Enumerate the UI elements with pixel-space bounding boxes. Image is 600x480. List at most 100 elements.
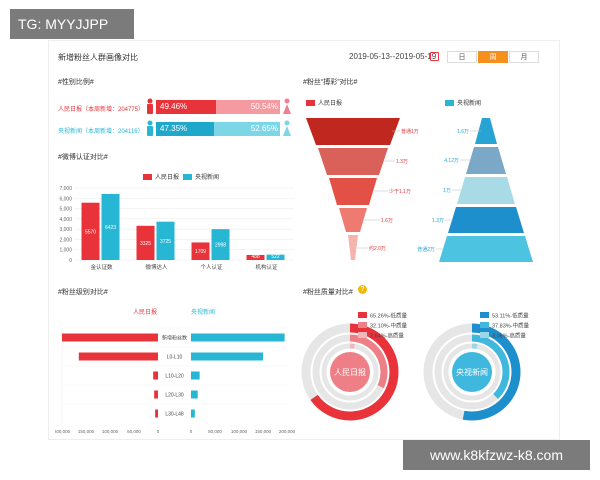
level-bar-renmin [62,333,158,342]
quality-legend-label: 37.83%-中质量 [492,322,529,330]
y-tick-label: 1,000 [59,248,72,254]
funnel-label: 1.6万 [381,218,393,224]
watermark-top: TG: MYYJJPP [10,9,134,39]
donut-arc [471,334,510,399]
pyramid-layer [457,177,515,204]
pyramid-layer [448,207,524,233]
bar-value-label: 2998 [215,243,226,249]
date-range[interactable]: 2019-05-13--2019-05-19 [349,52,437,61]
category-label: L30-L48 [165,412,184,418]
level-right-name: 央视新闻 [191,310,216,316]
male-bar-renmin: 49.46% [156,100,216,114]
bar-value-label: 522 [271,254,280,260]
verify-legend-renmin: 人民日报 [143,172,179,181]
category-label: L10-L20 [165,374,184,380]
bar-value-label: 488 [251,254,260,260]
pyramid-label: 4.12万 [444,158,459,164]
verify-chart: 7,000 6,000 5,000 4,000 3,000 2,000 1,000 0 5570… [59,186,294,271]
verify-bar [246,254,265,260]
gender-row-label: 人民日报（本周新增：204775） [58,107,145,113]
category-label: 新增粉丝数 [162,335,187,342]
verify-bar [211,229,230,260]
bar-value-label: 3325 [140,241,151,247]
gender-section-title: #性别比例# [58,79,94,86]
bar-value-label: 3725 [160,239,171,245]
relation-legend-cctv: 央视新闻 [445,98,481,107]
level-bar-cctv [191,371,200,380]
gender-row-label: 央视新闻（本周新增：204116） [58,129,144,135]
pyramid-layer [466,147,506,174]
pyramid-label: 1万 [443,188,451,194]
funnel-label: 普通1万 [401,128,419,135]
quality-legend-label: 32.10%-中质量 [370,322,407,330]
funnel-layer [339,208,367,232]
funnel-layer [329,178,377,205]
verify-bar [156,221,175,260]
female-icon [283,98,291,114]
y-tick-label: 6,000 [59,196,72,202]
legend-swatch [143,174,152,181]
y-tick-label: 3,000 [59,227,72,233]
period-month-button[interactable]: 月 [509,51,539,63]
bar-value-label: 5570 [85,229,96,235]
male-icons [147,98,153,136]
x-tick-label: 个人认证 [200,263,223,271]
funnel-label: 少于1.1万 [389,189,411,195]
verify-bar [136,225,155,260]
relation-legend-renmin: 人民日报 [306,98,342,107]
category-label: L20-L30 [165,393,184,399]
level-bar-cctv [191,333,285,342]
verify-bar [81,202,100,260]
relation-chart: 普通1万 1.3万 少于1.1万 1.6万 约2.0万 1.6万 4.12万 1… [306,118,533,262]
verify-section-title: #微博认证对比# [58,154,108,161]
pyramid-label: 1.3万 [432,218,444,224]
donut-arc [310,323,399,421]
x-tick-label: 0 [157,429,160,434]
verify-bar [101,193,120,260]
legend-swatch [306,100,315,107]
period-day-button[interactable]: 日 [447,51,477,63]
donut-arc [462,323,521,421]
donut-center-label: 人民日报 [334,367,366,377]
y-tick-label: 4,000 [59,217,72,223]
x-tick-label: 150,000 [78,429,95,434]
level-bar-renmin [154,390,158,399]
y-tick-label: 0 [69,258,72,264]
x-tick-label: 金认证数 [90,263,113,271]
period-week-button[interactable]: 周 [478,51,508,63]
watermark-bottom: www.k8kfzwz-k8.com [403,440,590,470]
quality-legend-label: 3.06%-高质量 [492,332,526,340]
legend-swatch [480,312,489,318]
x-tick-label: 200,000 [55,429,71,434]
level-chart: 新增粉丝数 L0-L10 L10-L20 L20-L30 L30-L48 200,000 1… [55,327,296,434]
legend-swatch [480,322,489,328]
legend-swatch [358,312,367,318]
level-section-title: #粉丝级别对比# [58,289,108,296]
calendar-icon[interactable] [430,52,439,61]
legend-label: 人民日报 [318,101,343,107]
x-tick-label: 100,000 [102,429,119,434]
y-tick-label: 5,000 [59,207,72,213]
funnel-layer [318,148,388,175]
quality-legend-label: 65.26%-低质量 [370,312,407,320]
relation-section-title: #粉丝“搏彩”对比# [303,79,358,86]
bar-value-label: 6423 [105,225,116,231]
help-icon[interactable]: ? [358,285,367,294]
female-bar-renmin: 50.54% [216,100,280,114]
level-left-name: 人民日报 [133,310,158,316]
legend-swatch [480,332,489,338]
female-bar-cctv: 52.65% [214,122,280,136]
level-bar-renmin [155,409,158,418]
x-tick-label: 0 [190,429,193,434]
funnel-label: 1.3万 [396,159,408,165]
legend-swatch [358,322,367,328]
pyramid-layer [475,118,497,144]
level-bar-renmin [78,352,158,361]
x-tick-label: 50,000 [127,429,141,434]
funnel-layer [348,235,358,260]
pyramid-layer [439,236,533,262]
donut-arc [349,334,388,389]
legend-swatch [358,332,367,338]
male-bar-cctv: 47.35% [156,122,214,136]
